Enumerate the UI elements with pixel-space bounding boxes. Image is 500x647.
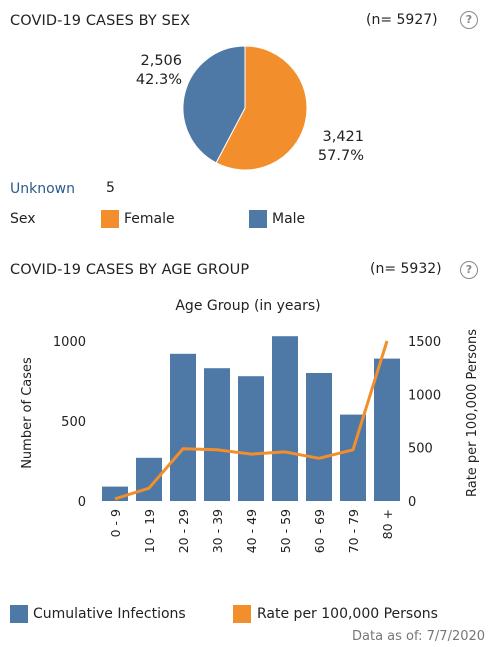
age-help-icon[interactable]: ?: [460, 261, 478, 279]
female-legend-label: Female: [124, 211, 175, 227]
sex-chart-title: COVID-19 CASES BY SEX: [10, 13, 191, 29]
right-tick-label: 500: [408, 442, 433, 457]
male-slice-label: 2,506 42.3%: [100, 52, 182, 90]
bar-series: [102, 336, 400, 501]
category-label: 40 - 49: [244, 509, 259, 553]
infections-legend-label: Cumulative Infections: [33, 606, 186, 622]
left-axis-ticks: 0 500 1000: [53, 335, 86, 510]
sex-pie-chart: [182, 45, 308, 171]
female-legend-swatch: [101, 210, 119, 228]
bar-50-59[interactable]: [272, 336, 298, 501]
right-axis-label: Rate per 100,000 Persons: [465, 329, 480, 497]
sex-help-icon[interactable]: ?: [460, 11, 478, 29]
bar-70-79[interactable]: [340, 414, 366, 501]
category-label: 70 - 79: [346, 509, 361, 553]
age-axis-title: Age Group (in years): [175, 298, 320, 314]
pie-slice-female[interactable]: [215, 45, 308, 171]
female-slice-count: 3,421: [322, 129, 364, 145]
left-tick-label: 500: [61, 415, 86, 430]
category-labels: 0 - 9 10 - 19 20 - 29 30 - 39 40 - 49 50 - 59…: [108, 509, 395, 553]
data-as-of: Data as of: 7/7/2020: [352, 629, 485, 644]
category-label: 60 - 69: [312, 509, 327, 553]
data-as-of-date: 7/7/2020: [426, 629, 486, 644]
male-legend-label: Male: [272, 211, 306, 227]
unknown-value: 5: [106, 180, 115, 196]
male-slice-count: 2,506: [140, 53, 182, 69]
infections-legend-swatch: [10, 605, 28, 623]
right-axis-ticks: 0 500 1000 1500: [408, 335, 441, 510]
bar-20-29[interactable]: [170, 353, 196, 501]
female-slice-label: 3,421 57.7%: [292, 128, 364, 166]
right-tick-label: 1000: [408, 388, 441, 403]
pie-slice-male[interactable]: [182, 45, 246, 164]
age-n-count: (n= 5932): [370, 261, 442, 277]
bar-80+[interactable]: [374, 358, 400, 501]
rate-legend-swatch: [233, 605, 251, 623]
bar-30-39[interactable]: [204, 368, 230, 501]
category-label: 80 +: [380, 509, 395, 539]
male-legend-swatch: [249, 210, 267, 228]
left-axis-label: Number of Cases: [20, 357, 35, 469]
male-slice-percent: 42.3%: [135, 72, 182, 88]
rate-legend-label: Rate per 100,000 Persons: [257, 606, 438, 622]
unknown-link[interactable]: Unknown: [10, 181, 75, 197]
left-tick-label: 0: [78, 495, 86, 510]
right-tick-label: 0: [408, 495, 416, 510]
left-tick-label: 1000: [53, 335, 86, 350]
female-slice-percent: 57.7%: [317, 148, 364, 164]
category-label: 20 - 29: [176, 509, 191, 553]
data-as-of-label: Data as of:: [352, 629, 423, 644]
category-label: 30 - 39: [210, 509, 225, 553]
sex-n-count: (n= 5927): [366, 12, 438, 28]
sex-legend-title: Sex: [10, 211, 36, 227]
category-label: 10 - 19: [142, 509, 157, 553]
bar-40-49[interactable]: [238, 376, 264, 501]
rate-line: [114, 340, 389, 501]
category-label: 0 - 9: [108, 509, 123, 537]
bar-60-69[interactable]: [306, 373, 332, 501]
age-bar-chart: Age Group (in years) Number of Cases Rat…: [20, 298, 480, 553]
right-tick-label: 1500: [408, 335, 441, 350]
category-label: 50 - 59: [278, 509, 293, 553]
pie-slices: [182, 45, 308, 171]
age-chart-title: COVID-19 CASES BY AGE GROUP: [10, 262, 250, 278]
